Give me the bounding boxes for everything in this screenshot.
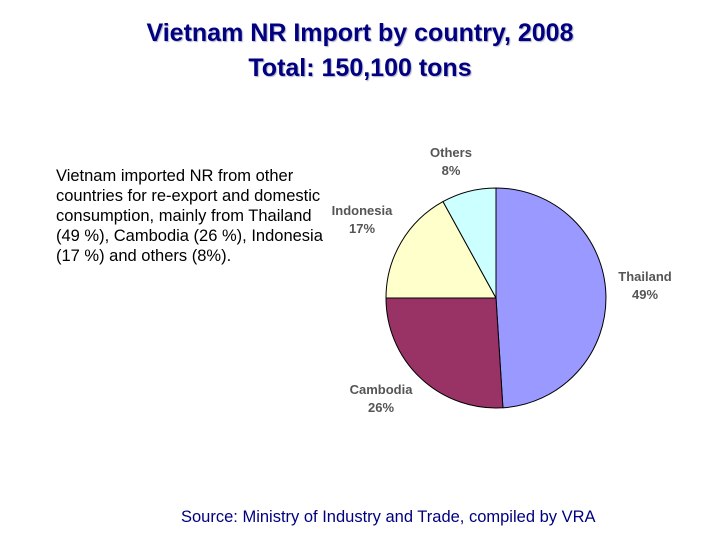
pie-slice-cambodia [385, 297, 504, 409]
chart-title: Vietnam NR Import by country, 2008 [146, 19, 574, 47]
source-note: Source: Ministry of Industry and Trade, … [181, 508, 596, 526]
slice-value-indonesia: 17% [349, 221, 375, 236]
description-text: Vietnam imported NR from other countries… [56, 167, 323, 265]
chart-subtitle: Total: 150,100 tons [248, 54, 472, 82]
slice-label-thailand: Thailand [618, 269, 672, 284]
slice-value-cambodia: 26% [368, 400, 394, 415]
slice-label-others: Others [430, 145, 472, 160]
slice-value-others: 8% [442, 163, 461, 178]
pie-slice-thailand [495, 187, 607, 409]
pie-slice-others [442, 187, 497, 299]
pie-slice-indonesia [385, 200, 497, 299]
slice-label-cambodia: Cambodia [350, 382, 414, 397]
slice-value-thailand: 49% [632, 287, 658, 302]
slice-label-indonesia: Indonesia [332, 203, 393, 218]
